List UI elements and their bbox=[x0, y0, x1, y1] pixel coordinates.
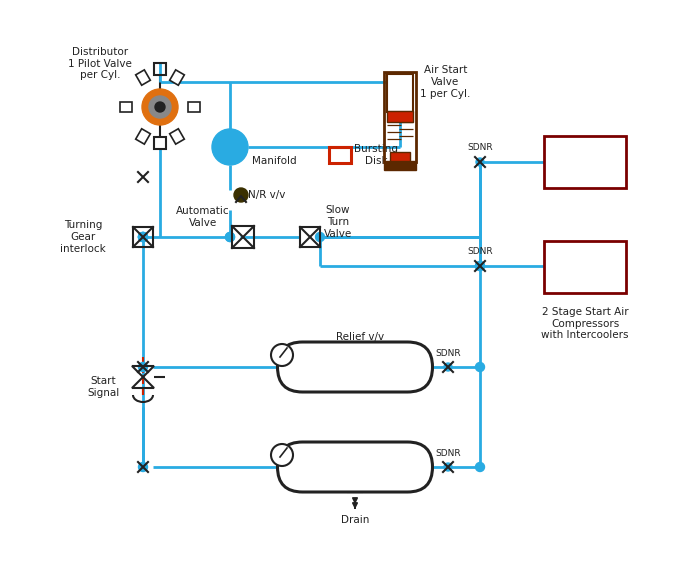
Text: Bursting
Disk: Bursting Disk bbox=[354, 144, 398, 166]
Bar bbox=[387, 111, 413, 122]
Circle shape bbox=[226, 143, 235, 151]
Bar bbox=[232, 226, 254, 248]
Text: Receiver: Receiver bbox=[328, 460, 382, 474]
Circle shape bbox=[139, 363, 148, 371]
Text: Slow
Turn
Valve: Slow Turn Valve bbox=[324, 205, 353, 239]
FancyBboxPatch shape bbox=[277, 442, 433, 492]
Text: Drain: Drain bbox=[341, 515, 369, 525]
Text: HP: HP bbox=[558, 157, 573, 167]
Bar bbox=[544, 136, 626, 188]
Bar bbox=[384, 72, 416, 162]
Circle shape bbox=[142, 89, 178, 125]
Circle shape bbox=[139, 232, 148, 242]
Polygon shape bbox=[120, 102, 132, 112]
Polygon shape bbox=[188, 102, 200, 112]
Text: Automatic
Valve: Automatic Valve bbox=[176, 206, 230, 228]
Circle shape bbox=[155, 102, 165, 112]
FancyBboxPatch shape bbox=[277, 342, 433, 392]
Text: 2 Stage Start Air
Compressors
with Intercoolers: 2 Stage Start Air Compressors with Inter… bbox=[541, 307, 629, 340]
Circle shape bbox=[226, 232, 235, 242]
Text: SDNR: SDNR bbox=[467, 144, 493, 152]
Circle shape bbox=[212, 129, 248, 165]
Circle shape bbox=[475, 463, 484, 471]
Circle shape bbox=[234, 188, 248, 202]
Text: HP: HP bbox=[558, 262, 573, 272]
Bar bbox=[384, 161, 416, 170]
Circle shape bbox=[476, 262, 484, 270]
Bar bbox=[154, 63, 166, 75]
Text: Receiver: Receiver bbox=[328, 360, 382, 374]
Text: SDNR: SDNR bbox=[467, 247, 493, 257]
Polygon shape bbox=[170, 129, 184, 144]
Text: SDNR: SDNR bbox=[435, 449, 461, 457]
Circle shape bbox=[475, 261, 484, 271]
Text: LP: LP bbox=[598, 262, 611, 272]
Text: Distributor
1 Pilot Valve
per Cyl.: Distributor 1 Pilot Valve per Cyl. bbox=[68, 47, 132, 80]
Text: Manifold: Manifold bbox=[252, 156, 297, 166]
Text: SDNR: SDNR bbox=[435, 349, 461, 357]
Circle shape bbox=[226, 232, 235, 242]
Text: N/R v/v: N/R v/v bbox=[248, 190, 286, 200]
Circle shape bbox=[139, 463, 148, 471]
Bar bbox=[387, 74, 413, 112]
Polygon shape bbox=[170, 70, 184, 85]
Circle shape bbox=[139, 232, 148, 242]
Circle shape bbox=[444, 463, 452, 471]
Circle shape bbox=[271, 344, 293, 366]
Circle shape bbox=[475, 363, 484, 371]
Text: Relief v/v: Relief v/v bbox=[336, 332, 384, 342]
Circle shape bbox=[149, 96, 171, 118]
Bar bbox=[329, 147, 351, 163]
Circle shape bbox=[444, 363, 452, 371]
Bar bbox=[544, 241, 626, 293]
Bar bbox=[133, 227, 153, 247]
Text: Start
Signal: Start Signal bbox=[87, 376, 119, 398]
Bar bbox=[300, 227, 320, 247]
Circle shape bbox=[139, 232, 148, 242]
Circle shape bbox=[139, 232, 148, 242]
Bar bbox=[154, 137, 166, 149]
Polygon shape bbox=[136, 129, 150, 144]
Circle shape bbox=[476, 158, 484, 166]
Polygon shape bbox=[136, 70, 150, 85]
Circle shape bbox=[271, 444, 293, 466]
Circle shape bbox=[475, 261, 484, 271]
Text: Air Start
Valve
1 per Cyl.: Air Start Valve 1 per Cyl. bbox=[420, 65, 471, 98]
Text: Turning
Gear
interlock: Turning Gear interlock bbox=[60, 221, 106, 254]
Circle shape bbox=[315, 232, 324, 242]
Text: LP: LP bbox=[598, 157, 611, 167]
Bar bbox=[390, 152, 410, 162]
